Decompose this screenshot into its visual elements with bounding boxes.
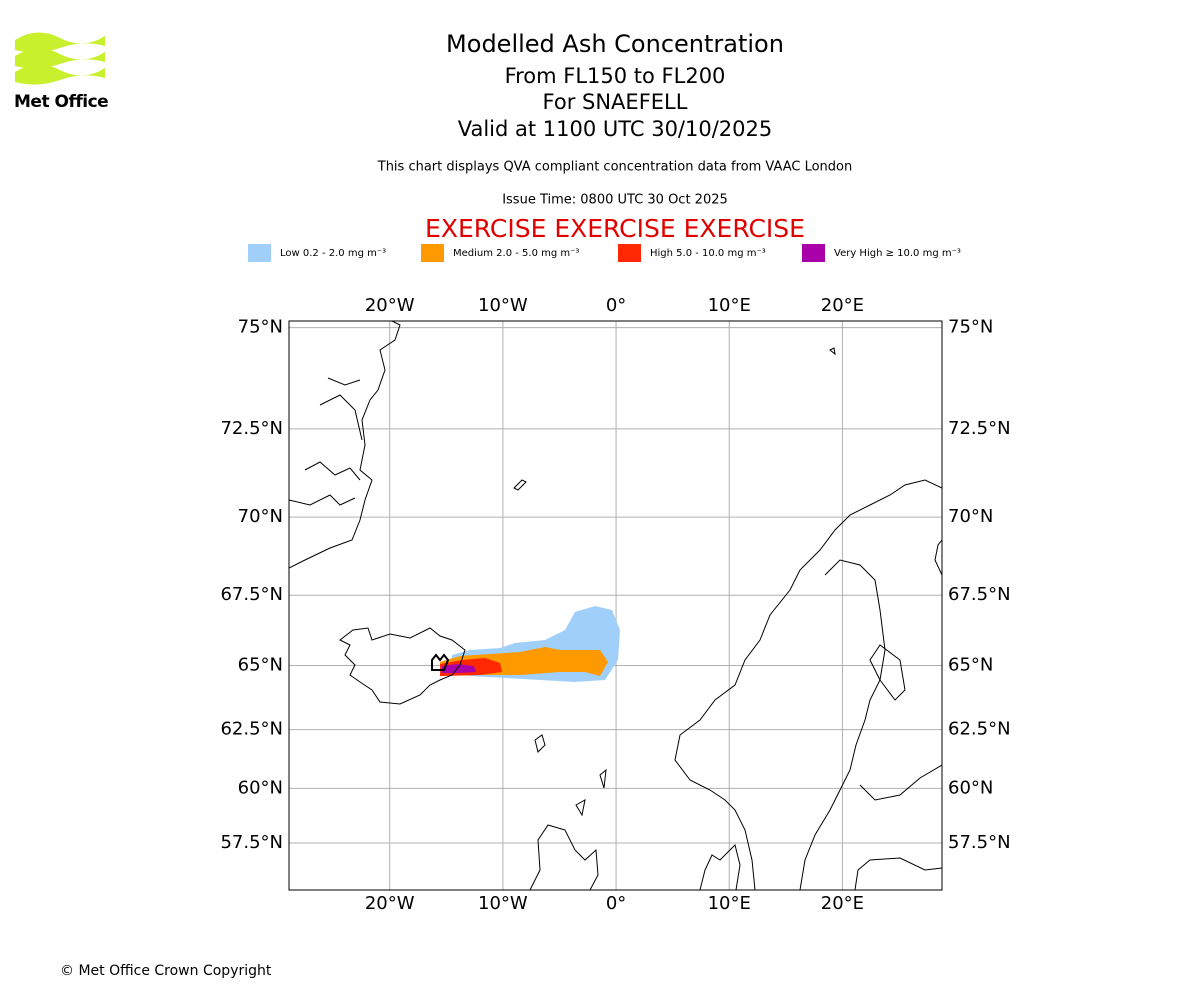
legend-label: Very High ≥ 10.0 mg m⁻³ [834, 248, 961, 259]
lat-label-right: 65°N [948, 655, 993, 676]
lon-label-top: 10°W [478, 295, 528, 316]
legend-label: Low 0.2 - 2.0 mg m⁻³ [280, 248, 386, 259]
logo: Met Office [14, 32, 109, 112]
coastlines [289, 321, 942, 890]
copyright: © Met Office Crown Copyright [60, 963, 272, 979]
lat-label-left: 67.5°N [220, 584, 283, 605]
lat-label-left: 72.5°N [220, 418, 283, 439]
legend: Low 0.2 - 2.0 mg m⁻³ Medium 2.0 - 5.0 mg … [248, 244, 961, 262]
lat-label-left: 75°N [238, 317, 283, 338]
lat-label-left: 60°N [238, 777, 283, 798]
lat-label-right: 72.5°N [948, 418, 1011, 439]
lat-label-left: 57.5°N [220, 832, 283, 853]
legend-label: High 5.0 - 10.0 mg m⁻³ [650, 248, 766, 259]
lat-label-right: 70°N [948, 506, 993, 527]
lon-label-bottom: 20°E [821, 893, 864, 914]
valid-time: Valid at 1100 UTC 30/10/2025 [458, 117, 773, 141]
lon-label-bottom: 20°W [365, 893, 415, 914]
map: 20°W 20°W 10°W 10°W 0° 0° 10°E 10°E 20°E 20°E 75°N… [220, 295, 1010, 914]
lon-label-top: 20°E [821, 295, 864, 316]
logo-text: Met Office [14, 92, 108, 112]
legend-swatch [618, 244, 641, 262]
legend-label: Medium 2.0 - 5.0 mg m⁻³ [453, 248, 579, 259]
legend-swatch [421, 244, 444, 262]
legend-swatch [248, 244, 271, 262]
lon-label-top: 10°E [708, 295, 751, 316]
description: This chart displays QVA compliant concen… [377, 160, 853, 175]
levels: From FL150 to FL200 [505, 64, 726, 88]
lon-label-top: 20°W [365, 295, 415, 316]
title: Modelled Ash Concentration [446, 30, 784, 58]
lat-label-right: 62.5°N [948, 719, 1011, 740]
lat-label-left: 70°N [238, 506, 283, 527]
lat-label-right: 57.5°N [948, 832, 1011, 853]
lat-label-left: 65°N [238, 655, 283, 676]
lon-label-bottom: 10°E [708, 893, 751, 914]
legend-swatch [802, 244, 825, 262]
lat-label-right: 60°N [948, 777, 993, 798]
lat-label-right: 67.5°N [948, 584, 1011, 605]
lon-label-top: 0° [606, 295, 626, 316]
ash-plume [440, 606, 620, 682]
volcano: For SNAEFELL [543, 90, 688, 114]
issue-time: Issue Time: 0800 UTC 30 Oct 2025 [502, 193, 728, 208]
map-frame [288, 320, 943, 891]
lon-label-bottom: 10°W [478, 893, 528, 914]
exercise-banner: EXERCISE EXERCISE EXERCISE [425, 214, 805, 243]
lat-label-left: 62.5°N [220, 719, 283, 740]
lat-label-right: 75°N [948, 317, 993, 338]
lon-label-bottom: 0° [606, 893, 626, 914]
